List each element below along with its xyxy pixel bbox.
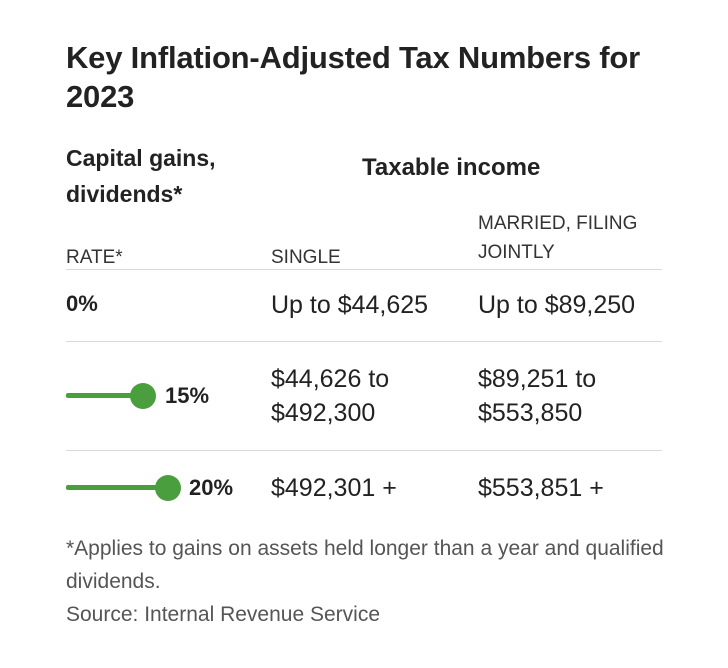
single-column-header: SINGLE xyxy=(271,247,341,268)
rate-bar-line xyxy=(66,393,148,398)
capital-gains-header: Capital gains, dividends* xyxy=(66,145,216,207)
rate-bar-dot xyxy=(155,475,181,501)
source-note: Source: Internal Revenue Service xyxy=(66,603,381,626)
married-cell: Up to $89,250 xyxy=(478,291,636,319)
row-divider xyxy=(66,341,662,342)
married-cell: $553,851 + xyxy=(478,474,604,502)
rate-label: 0% xyxy=(66,291,98,316)
married-cell: $89,251 to $553,850 xyxy=(478,365,597,427)
rate-label: 15% xyxy=(165,383,210,408)
rate-bar-line xyxy=(66,485,170,490)
row-divider xyxy=(66,450,662,451)
taxable-income-header: Taxable income xyxy=(362,154,541,181)
single-cell: $44,626 to $492,300 xyxy=(271,365,390,427)
header-divider xyxy=(66,269,662,270)
rate-label: 20% xyxy=(189,475,234,500)
footnote-block: *Applies to gains on assets held longer … xyxy=(66,532,686,631)
chart-title: Key Inflation-Adjusted Tax Numbers for 2… xyxy=(66,40,640,114)
married-column-header: MARRIED, FILING JOINTLY xyxy=(478,213,638,263)
single-cell: $492,301 + xyxy=(271,474,397,502)
footnote: *Applies to gains on assets held longer … xyxy=(66,537,664,593)
rate-bar-dot xyxy=(130,383,156,409)
rate-column-header: RATE* xyxy=(66,247,123,268)
single-cell: Up to $44,625 xyxy=(271,291,429,319)
